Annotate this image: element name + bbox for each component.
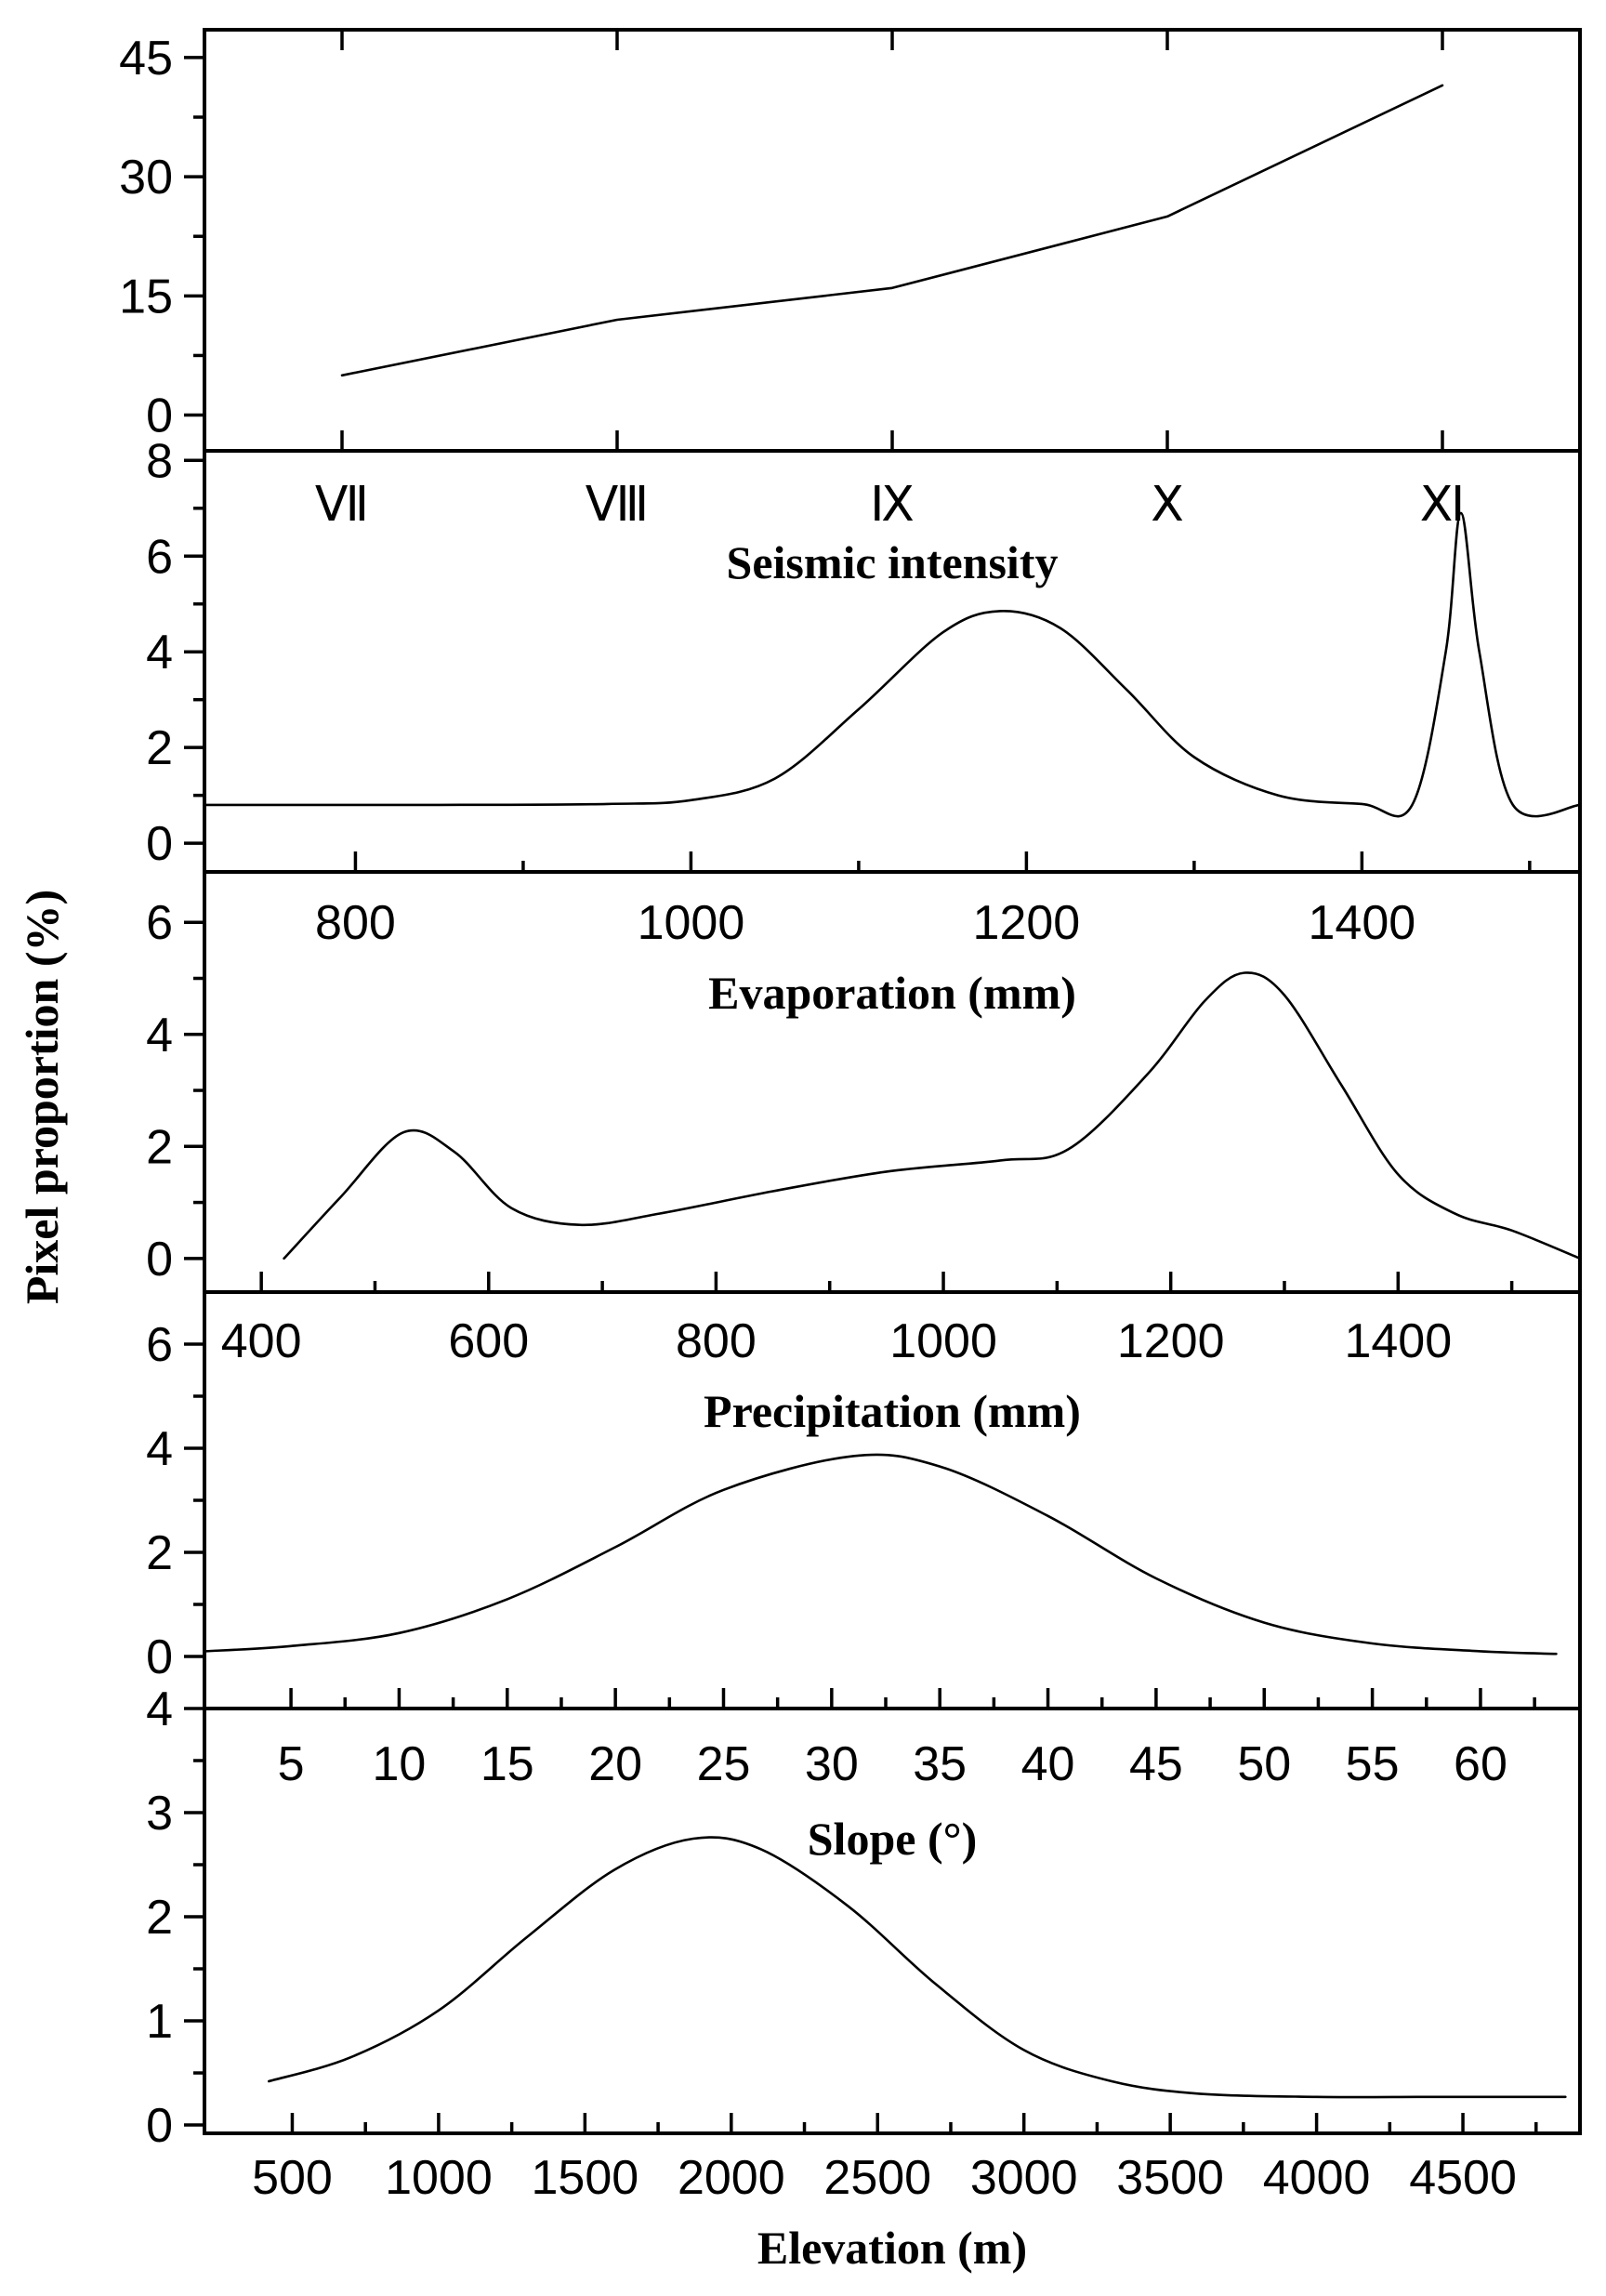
x-tick-label-precipitation: 800	[676, 1314, 757, 1368]
x-tick-label-slope: 60	[1454, 1737, 1507, 1791]
y-tick-label-seismic: 15	[119, 270, 173, 323]
y-tick-label-elevation: 3	[146, 1787, 173, 1841]
x-tick-label-slope: 10	[373, 1737, 427, 1791]
x-tick-label-slope: 25	[697, 1737, 751, 1791]
x-tick-label-precipitation: 400	[221, 1314, 302, 1368]
x-tick-label-slope: 40	[1021, 1737, 1075, 1791]
series-line-elevation	[268, 1836, 1567, 2099]
panel-frame-seismic	[203, 28, 1582, 453]
x-tick-label-slope: 20	[588, 1737, 642, 1791]
x-tick-label-seismic: Ⅶ	[315, 479, 369, 532]
panel-evaporation: 0 2 4 6 8 800 1000 1200 1400 Evaporation (mm)	[146, 434, 1582, 1019]
x-axis-title-evaporation: Evaporation (mm)	[708, 967, 1076, 1019]
y-tick-label-precipitation: 6	[146, 896, 173, 950]
y-tick-label-evaporation: 2	[146, 721, 173, 775]
x-tick-label-elevation: 1500	[532, 2151, 639, 2205]
y-tick-label-elevation: 2	[146, 1891, 173, 1945]
x-tick-label-slope: 45	[1129, 1737, 1183, 1791]
x-axis-title-seismic: Seismic intensity	[727, 536, 1059, 588]
x-tick-label-slope: 30	[805, 1737, 859, 1791]
series-line-seismic	[340, 84, 1444, 377]
y-tick-label-elevation: 4	[146, 1682, 173, 1736]
x-tick-label-evaporation: 1000	[638, 896, 745, 950]
x-tick-label-slope: 35	[913, 1737, 967, 1791]
x-tick-label-slope: 55	[1346, 1737, 1400, 1791]
y-tick-label-seismic: 0	[146, 389, 173, 443]
panel-slope: 0 2 4 6 5 10 15 20 25 30 35 40 45 50 55 60 Slope (°)	[146, 1290, 1582, 1865]
y-tick-label-precipitation: 0	[146, 1233, 173, 1287]
y-tick-label-seismic: 45	[119, 32, 173, 86]
y-tick-label-slope: 2	[146, 1526, 173, 1580]
x-tick-label-precipitation: 1000	[889, 1314, 997, 1368]
y-tick-label-slope: 6	[146, 1318, 173, 1372]
x-axis-title-elevation: Elevation (m)	[757, 2222, 1027, 2274]
x-tick-label-precipitation: 1400	[1344, 1314, 1452, 1368]
x-tick-label-slope: 15	[480, 1737, 534, 1791]
y-axis-title: Pixel proportion (%)	[16, 890, 68, 1304]
x-tick-label-elevation: 1000	[385, 2151, 493, 2205]
x-axis-title-precipitation: Precipitation (mm)	[704, 1385, 1081, 1437]
y-tick-label-precipitation: 2	[146, 1120, 173, 1174]
y-tick-label-evaporation: 4	[146, 626, 173, 680]
x-tick-label-elevation: 500	[252, 2151, 333, 2205]
y-tick-label-slope: 4	[146, 1422, 173, 1476]
x-tick-label-precipitation: 1200	[1117, 1314, 1225, 1368]
series-line-evaporation	[203, 511, 1582, 818]
y-tick-label-evaporation: 0	[146, 817, 173, 871]
x-tick-label-precipitation: 600	[448, 1314, 529, 1368]
x-tick-label-seismic: Ⅸ	[870, 479, 915, 532]
series-line-slope	[203, 1453, 1558, 1656]
y-tick-label-evaporation: 8	[146, 434, 173, 488]
panel-frame-elevation	[203, 1707, 1582, 2135]
y-tick-label-precipitation: 4	[146, 1009, 173, 1062]
y-tick-label-slope: 0	[146, 1630, 173, 1684]
y-tick-label-elevation: 0	[146, 2099, 173, 2153]
x-tick-label-elevation: 2000	[678, 2151, 785, 2205]
x-tick-label-seismic: Ⅹ	[1151, 479, 1184, 532]
x-tick-label-elevation: 4500	[1409, 2151, 1517, 2205]
y-tick-label-evaporation: 6	[146, 530, 173, 584]
series-line-precipitation	[283, 971, 1582, 1260]
x-tick-label-slope: 5	[278, 1737, 305, 1791]
x-axis-title-slope: Slope (°)	[808, 1813, 978, 1865]
x-tick-label-elevation: 3500	[1116, 2151, 1224, 2205]
y-tick-label-elevation: 1	[146, 1995, 173, 2049]
y-tick-label-seismic: 30	[119, 151, 173, 205]
x-tick-label-seismic: Ⅷ	[586, 479, 649, 532]
x-tick-label-elevation: 3000	[970, 2151, 1078, 2205]
x-tick-label-evaporation: 1200	[973, 896, 1081, 950]
x-tick-label-evaporation: 1400	[1309, 896, 1416, 950]
x-tick-label-elevation: 4000	[1263, 2151, 1371, 2205]
panel-precipitation: 0 2 4 6 400 600 800 1000 1200 1400 Precipitation (…	[146, 870, 1582, 1437]
x-tick-label-slope: 50	[1237, 1737, 1291, 1791]
x-tick-label-elevation: 2500	[823, 2151, 931, 2205]
x-tick-label-evaporation: 800	[315, 896, 396, 950]
